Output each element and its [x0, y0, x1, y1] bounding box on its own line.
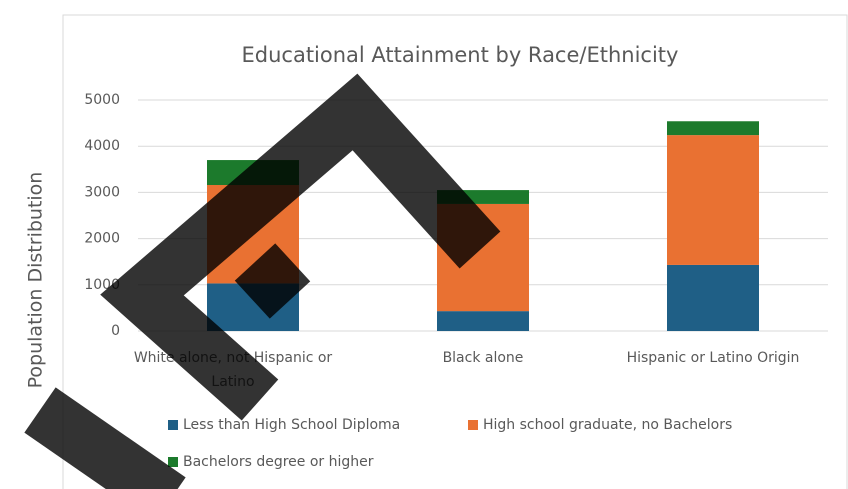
- bar-segment: [437, 311, 529, 331]
- legend-label: Bachelors degree or higher: [183, 454, 374, 470]
- legend-label: High school graduate, no Bachelors: [483, 417, 732, 433]
- y-tick-label: 5000: [84, 92, 120, 108]
- y-tick-label: 4000: [84, 138, 120, 154]
- bar-segment: [667, 135, 759, 265]
- bar-segment: [667, 121, 759, 136]
- overlay-stroke: [24, 387, 186, 489]
- overlay: [24, 73, 501, 489]
- x-tick-label: Hispanic or Latino Origin: [627, 350, 800, 366]
- legend-swatch: [168, 420, 178, 430]
- y-tick-label: 3000: [84, 184, 120, 200]
- x-tick-label: Black alone: [443, 350, 524, 366]
- bar-segment: [667, 264, 759, 331]
- legend-label: Less than High School Diploma: [183, 417, 400, 433]
- legend-swatch: [468, 420, 478, 430]
- y-tick-label: 0: [111, 323, 120, 339]
- y-axis-label: Population Distribution: [25, 172, 47, 389]
- legend-swatch: [168, 457, 178, 467]
- chart-title: Educational Attainment by Race/Ethnicity: [242, 43, 679, 67]
- y-tick-label: 2000: [84, 231, 120, 247]
- overlay-stroke: [100, 73, 501, 421]
- overlay-stroke: [234, 243, 311, 319]
